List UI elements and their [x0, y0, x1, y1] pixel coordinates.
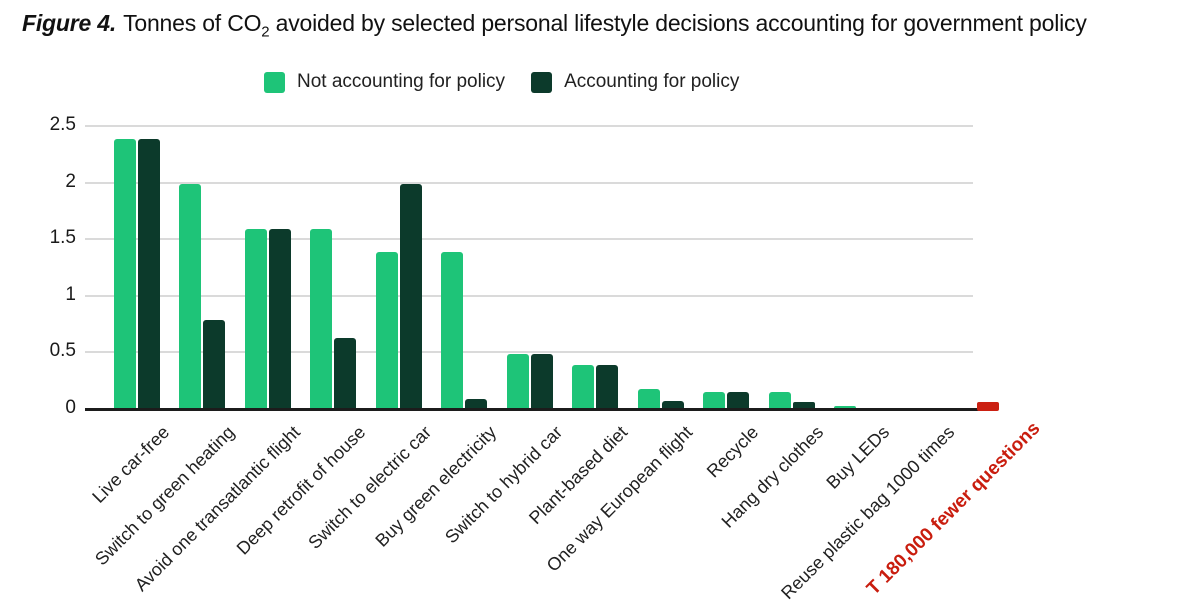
figure-number: Figure 4.: [22, 10, 117, 36]
legend-item-not-accounting-for-policy: Not accounting for policy: [264, 71, 505, 93]
x-label-switch-to-electric-car: Switch to electric car: [304, 422, 435, 553]
legend-label-accounting-for-policy: Accounting for policy: [564, 71, 740, 92]
gridline-1.5: [85, 238, 973, 240]
figure-title-text-left: Tonnes of CO: [123, 10, 262, 36]
bar-accounting-for-policy-buy-green-electricity: [465, 399, 487, 408]
bar-accounting-for-policy-switch-to-electric-car: [400, 184, 422, 408]
gridline-0.5: [85, 351, 973, 353]
gridline-2: [85, 182, 973, 184]
chart-legend: Not accounting for policy Accounting for…: [264, 71, 739, 93]
bar-not-accounting-for-policy-hang-dry-clothes: [769, 392, 791, 408]
x-axis-line: [85, 408, 984, 411]
bar-not-accounting-for-policy-avoid-one-transatlantic-flight: [245, 229, 267, 408]
y-tick-label-2: 2: [65, 171, 76, 192]
annotation-bar-fewer-questions: [977, 402, 999, 411]
bar-accounting-for-policy-switch-to-hybrid-car: [531, 354, 553, 408]
bar-not-accounting-for-policy-buy-leds: [834, 406, 856, 408]
legend-swatch-accounting-for-policy: [531, 71, 553, 93]
x-label-switch-to-hybrid-car: Switch to hybrid car: [440, 422, 566, 548]
bar-not-accounting-for-policy-switch-to-hybrid-car: [507, 354, 529, 408]
bar-not-accounting-for-policy-plant-based-diet: [572, 365, 594, 408]
x-label-recycle: Recycle: [702, 422, 763, 482]
legend-item-accounting-for-policy: Accounting for policy: [531, 71, 739, 93]
y-tick-label-1.5: 1.5: [49, 227, 76, 248]
bar-accounting-for-policy-avoid-one-transatlantic-flight: [269, 229, 291, 408]
legend-swatch-not-accounting-for-policy: [264, 71, 285, 93]
x-label-deep-retrofit-of-house: Deep retrofit of house: [232, 422, 370, 559]
y-tick-label-2.5: 2.5: [49, 114, 76, 135]
bar-accounting-for-policy-deep-retrofit-of-house: [334, 338, 356, 408]
legend-label-not-accounting-for-policy: Not accounting for policy: [297, 71, 506, 92]
x-label-buy-green-electricity: Buy green electricity: [371, 422, 501, 551]
bar-accounting-for-policy-one-way-european-flight: [662, 401, 684, 408]
bar-not-accounting-for-policy-deep-retrofit-of-house: [310, 229, 332, 408]
figure-title: Figure 4. Tonnes of CO2 avoided by select…: [22, 10, 1087, 41]
y-tick-label-1: 1: [65, 284, 76, 305]
gridline-1: [85, 295, 973, 297]
bar-not-accounting-for-policy-live-car-free: [114, 139, 136, 408]
bar-accounting-for-policy-switch-to-green-heating: [203, 320, 225, 408]
bar-not-accounting-for-policy-buy-green-electricity: [441, 252, 463, 408]
gridline-2.5: [85, 125, 973, 127]
bar-not-accounting-for-policy-switch-to-green-heating: [179, 184, 201, 408]
bar-accounting-for-policy-hang-dry-clothes: [793, 402, 815, 408]
bar-accounting-for-policy-plant-based-diet: [596, 365, 618, 408]
figure-title-text-right: avoided by selected personal lifestyle d…: [269, 10, 1087, 36]
bar-not-accounting-for-policy-switch-to-electric-car: [376, 252, 398, 408]
x-label-annotation-fewer-questions: T 180,000 fewer questions: [863, 418, 1045, 600]
bar-accounting-for-policy-live-car-free: [138, 139, 160, 408]
y-tick-label-0.5: 0.5: [49, 340, 76, 361]
y-tick-label-0: 0: [65, 397, 76, 418]
co2-subscript: 2: [261, 23, 270, 41]
bar-not-accounting-for-policy-one-way-european-flight: [638, 389, 660, 408]
bar-accounting-for-policy-recycle: [727, 392, 749, 408]
bar-not-accounting-for-policy-recycle: [703, 392, 725, 408]
